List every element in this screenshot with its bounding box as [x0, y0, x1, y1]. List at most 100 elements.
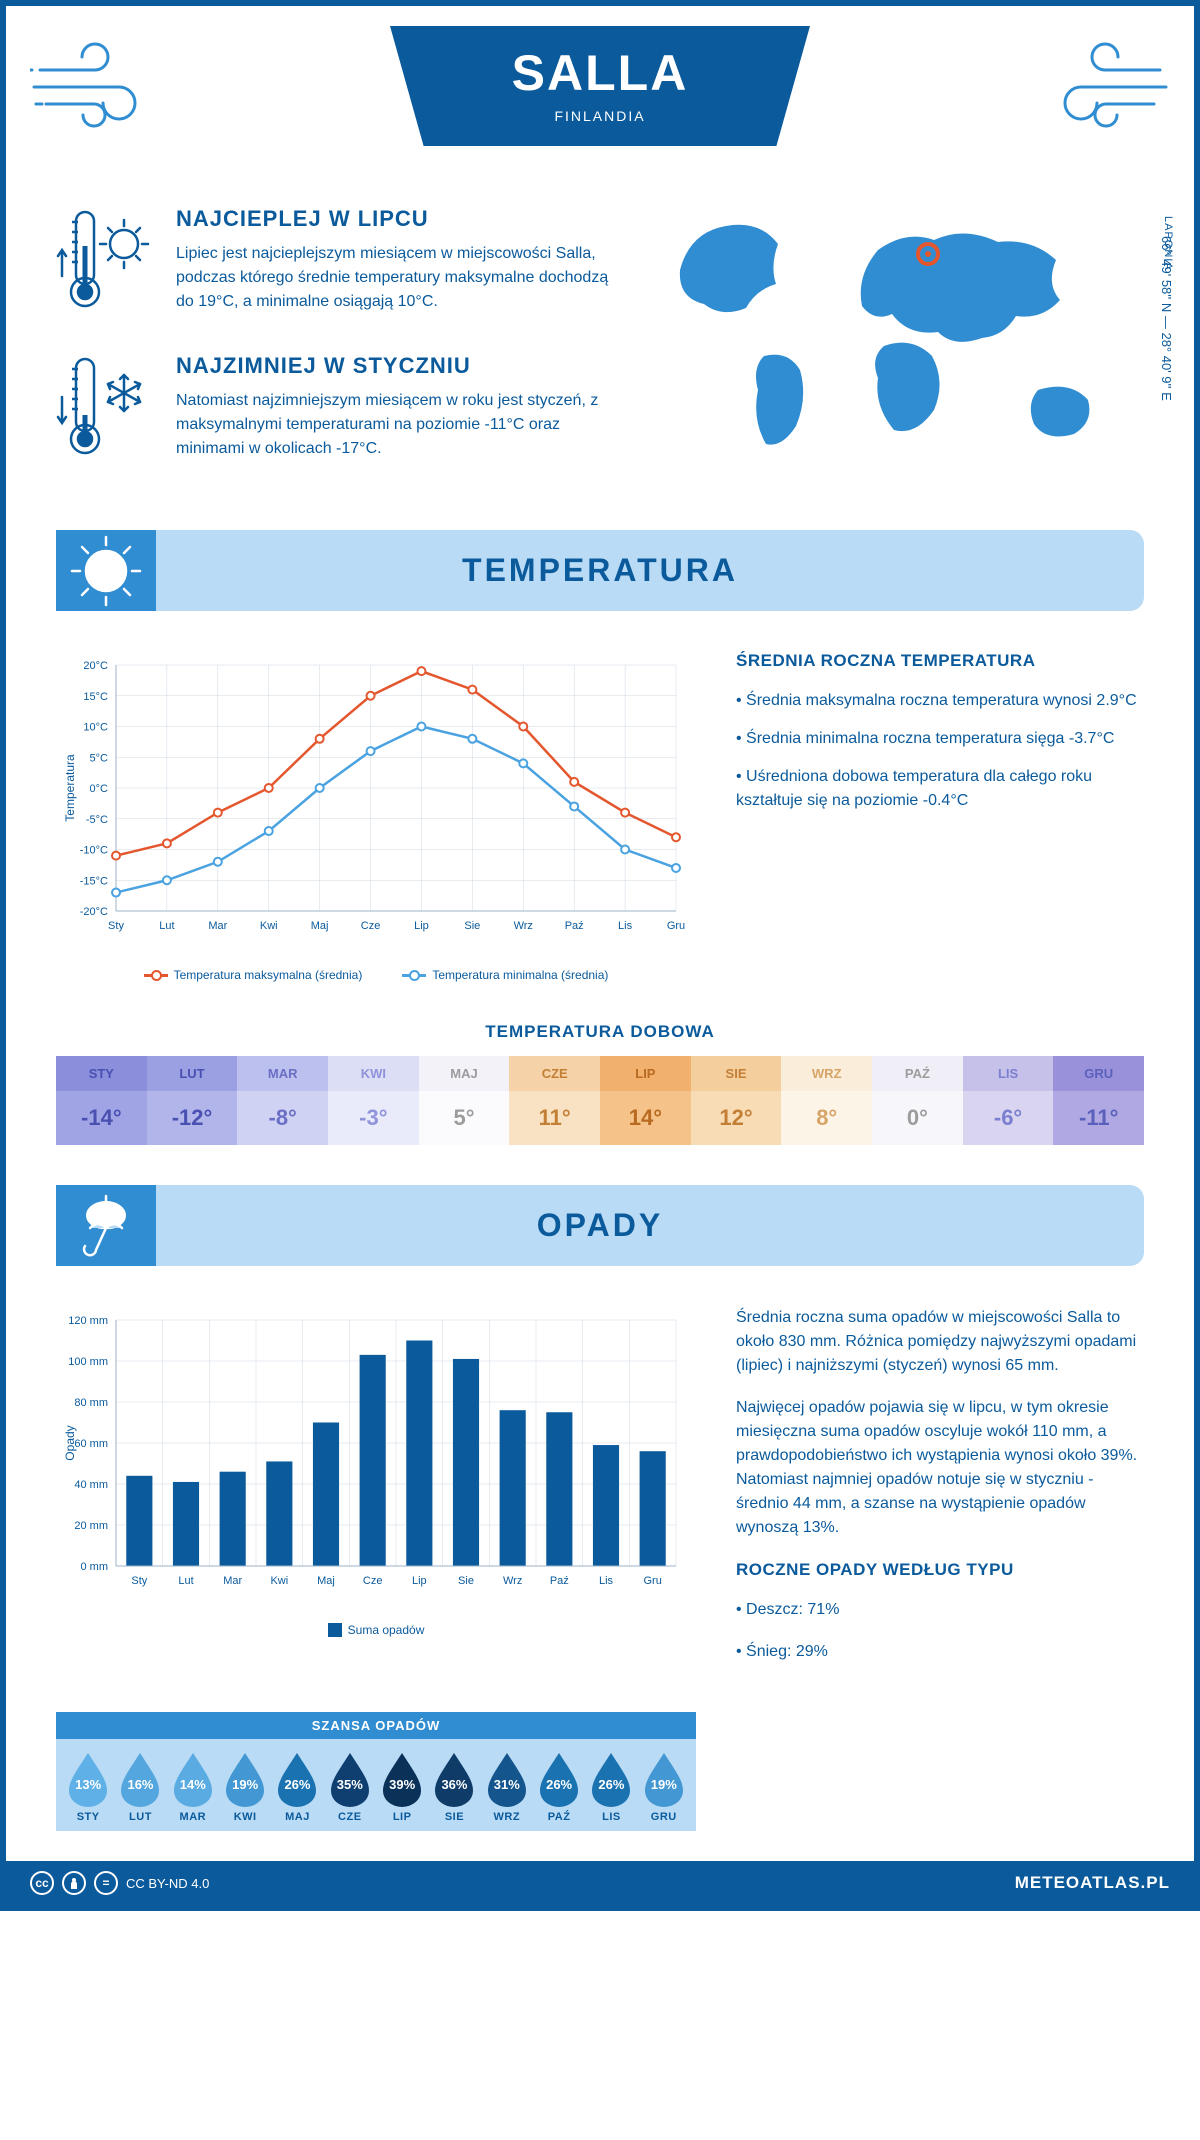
svg-text:Wrz: Wrz [503, 1575, 522, 1587]
svg-text:Lis: Lis [618, 920, 633, 932]
daily-cell: CZE11° [509, 1056, 600, 1145]
daily-temp-title: TEMPERATURA DOBOWA [6, 1022, 1194, 1042]
chance-drop: 19%GRU [638, 1751, 690, 1823]
chance-drop: 14%MAR [167, 1751, 219, 1823]
daily-cell: WRZ8° [781, 1056, 872, 1145]
svg-text:5°C: 5°C [90, 752, 109, 764]
city-name: SALLA [390, 44, 810, 102]
sun-icon [56, 530, 156, 611]
precip-chart: 0 mm20 mm40 mm60 mm80 mm100 mm120 mmStyL… [56, 1306, 696, 1682]
svg-text:20°C: 20°C [83, 660, 108, 672]
svg-text:0°C: 0°C [90, 783, 109, 795]
coordinates: 66° 49' 58'' N — 28° 40' 9'' E [1159, 236, 1174, 401]
daily-cell: STY-14° [56, 1056, 147, 1145]
cc-icon: cc [30, 1871, 54, 1895]
chance-drop: 13%STY [62, 1751, 114, 1823]
country-name: FINLANDIA [390, 108, 810, 124]
svg-text:Mar: Mar [223, 1575, 242, 1587]
svg-text:120 mm: 120 mm [68, 1315, 108, 1327]
chance-drop: 39%LIP [376, 1751, 428, 1823]
svg-text:-10°C: -10°C [80, 845, 108, 857]
svg-text:Gru: Gru [643, 1575, 661, 1587]
umbrella-icon [56, 1185, 156, 1266]
coldest-body: Natomiast najzimniejszym miesiącem w rok… [176, 389, 616, 461]
section-title: TEMPERATURA [56, 552, 1144, 589]
world-map: LAPONIA 66° 49' 58'' N — 28° 40' 9'' E [646, 206, 1144, 500]
daily-cell: GRU-11° [1053, 1056, 1144, 1145]
title-banner: SALLA FINLANDIA [390, 26, 810, 146]
svg-text:Wrz: Wrz [514, 920, 533, 932]
site-name: METEOATLAS.PL [1015, 1873, 1170, 1893]
daily-cell: LIS-6° [963, 1056, 1054, 1145]
thermometer-sun-icon [56, 206, 156, 321]
precip-banner: OPADY [56, 1185, 1144, 1266]
precip-legend: Suma opadów [56, 1623, 696, 1637]
temperature-chart: -20°C -15°C -10°C -5°C 0°C 5°C 10°C 15°C 20°C Sty… [56, 651, 696, 982]
precip-chance: SZANSA OPADÓW 13%STY16%LUT14%MAR19%KWI26… [56, 1712, 696, 1831]
svg-text:-20°C: -20°C [80, 906, 108, 918]
temperature-banner: TEMPERATURA [56, 530, 1144, 611]
svg-text:Lip: Lip [414, 920, 429, 932]
chance-drop: 31%WRZ [481, 1751, 533, 1823]
precip-text: Średnia roczna suma opadów w miejscowośc… [736, 1306, 1144, 1682]
hottest-title: NAJCIEPLEJ W LIPCU [176, 206, 616, 232]
svg-text:Sie: Sie [458, 1575, 474, 1587]
chance-drop: 26%PAŹ [533, 1751, 585, 1823]
daily-cell: KWI-3° [328, 1056, 419, 1145]
daily-cell: MAJ5° [419, 1056, 510, 1145]
chance-drop: 26%MAJ [271, 1751, 323, 1823]
svg-text:100 mm: 100 mm [68, 1356, 108, 1368]
svg-text:Sie: Sie [464, 920, 480, 932]
chance-drop: 35%CZE [324, 1751, 376, 1823]
svg-text:-15°C: -15°C [80, 875, 108, 887]
svg-text:Paź: Paź [550, 1575, 569, 1587]
svg-text:Cze: Cze [363, 1575, 383, 1587]
daily-cell: LUT-12° [147, 1056, 238, 1145]
hottest-body: Lipiec jest najcieplejszym miesiącem w m… [176, 242, 616, 314]
svg-text:10°C: 10°C [83, 722, 108, 734]
svg-text:20 mm: 20 mm [74, 1520, 108, 1532]
temp-legend: Temperatura maksymalna (średnia) Tempera… [56, 968, 696, 982]
svg-text:Lut: Lut [178, 1575, 193, 1587]
hottest-block: NAJCIEPLEJ W LIPCU Lipiec jest najcieple… [56, 206, 616, 321]
svg-text:Sty: Sty [108, 920, 124, 932]
svg-text:Lut: Lut [159, 920, 174, 932]
svg-text:Mar: Mar [208, 920, 227, 932]
wind-icon [30, 42, 170, 137]
section-title: OPADY [56, 1207, 1144, 1244]
chance-drop: 36%SIE [428, 1751, 480, 1823]
svg-text:15°C: 15°C [83, 691, 108, 703]
svg-text:Lip: Lip [412, 1575, 427, 1587]
svg-text:Opady: Opady [63, 1425, 77, 1460]
by-icon [62, 1871, 86, 1895]
license-text: CC BY-ND 4.0 [126, 1876, 209, 1891]
thermometer-snow-icon [56, 353, 156, 468]
svg-text:Maj: Maj [317, 1575, 335, 1587]
daily-cell: PAŹ0° [872, 1056, 963, 1145]
footer: cc = CC BY-ND 4.0 METEOATLAS.PL [6, 1861, 1194, 1905]
daily-temp-table: STY-14°LUT-12°MAR-8°KWI-3°MAJ5°CZE11°LIP… [56, 1056, 1144, 1145]
svg-text:Cze: Cze [361, 920, 381, 932]
svg-text:80 mm: 80 mm [74, 1397, 108, 1409]
avg-temp-text: ŚREDNIA ROCZNA TEMPERATURA • Średnia mak… [736, 651, 1144, 982]
svg-text:Maj: Maj [311, 920, 329, 932]
svg-text:Gru: Gru [667, 920, 685, 932]
svg-text:Lis: Lis [599, 1575, 614, 1587]
chance-drop: 16%LUT [114, 1751, 166, 1823]
nd-icon: = [94, 1871, 118, 1895]
svg-text:Temperatura: Temperatura [63, 754, 77, 822]
chance-drop: 19%KWI [219, 1751, 271, 1823]
chance-drop: 26%LIS [585, 1751, 637, 1823]
wind-icon [1030, 42, 1170, 137]
daily-cell: MAR-8° [237, 1056, 328, 1145]
header: SALLA FINLANDIA [6, 6, 1194, 166]
coldest-title: NAJZIMNIEJ W STYCZNIU [176, 353, 616, 379]
svg-text:Kwi: Kwi [270, 1575, 288, 1587]
svg-text:Sty: Sty [131, 1575, 147, 1587]
svg-text:0 mm: 0 mm [81, 1561, 109, 1573]
daily-cell: SIE12° [691, 1056, 782, 1145]
svg-text:60 mm: 60 mm [74, 1438, 108, 1450]
daily-cell: LIP14° [600, 1056, 691, 1145]
svg-text:-5°C: -5°C [86, 814, 108, 826]
coldest-block: NAJZIMNIEJ W STYCZNIU Natomiast najzimni… [56, 353, 616, 468]
